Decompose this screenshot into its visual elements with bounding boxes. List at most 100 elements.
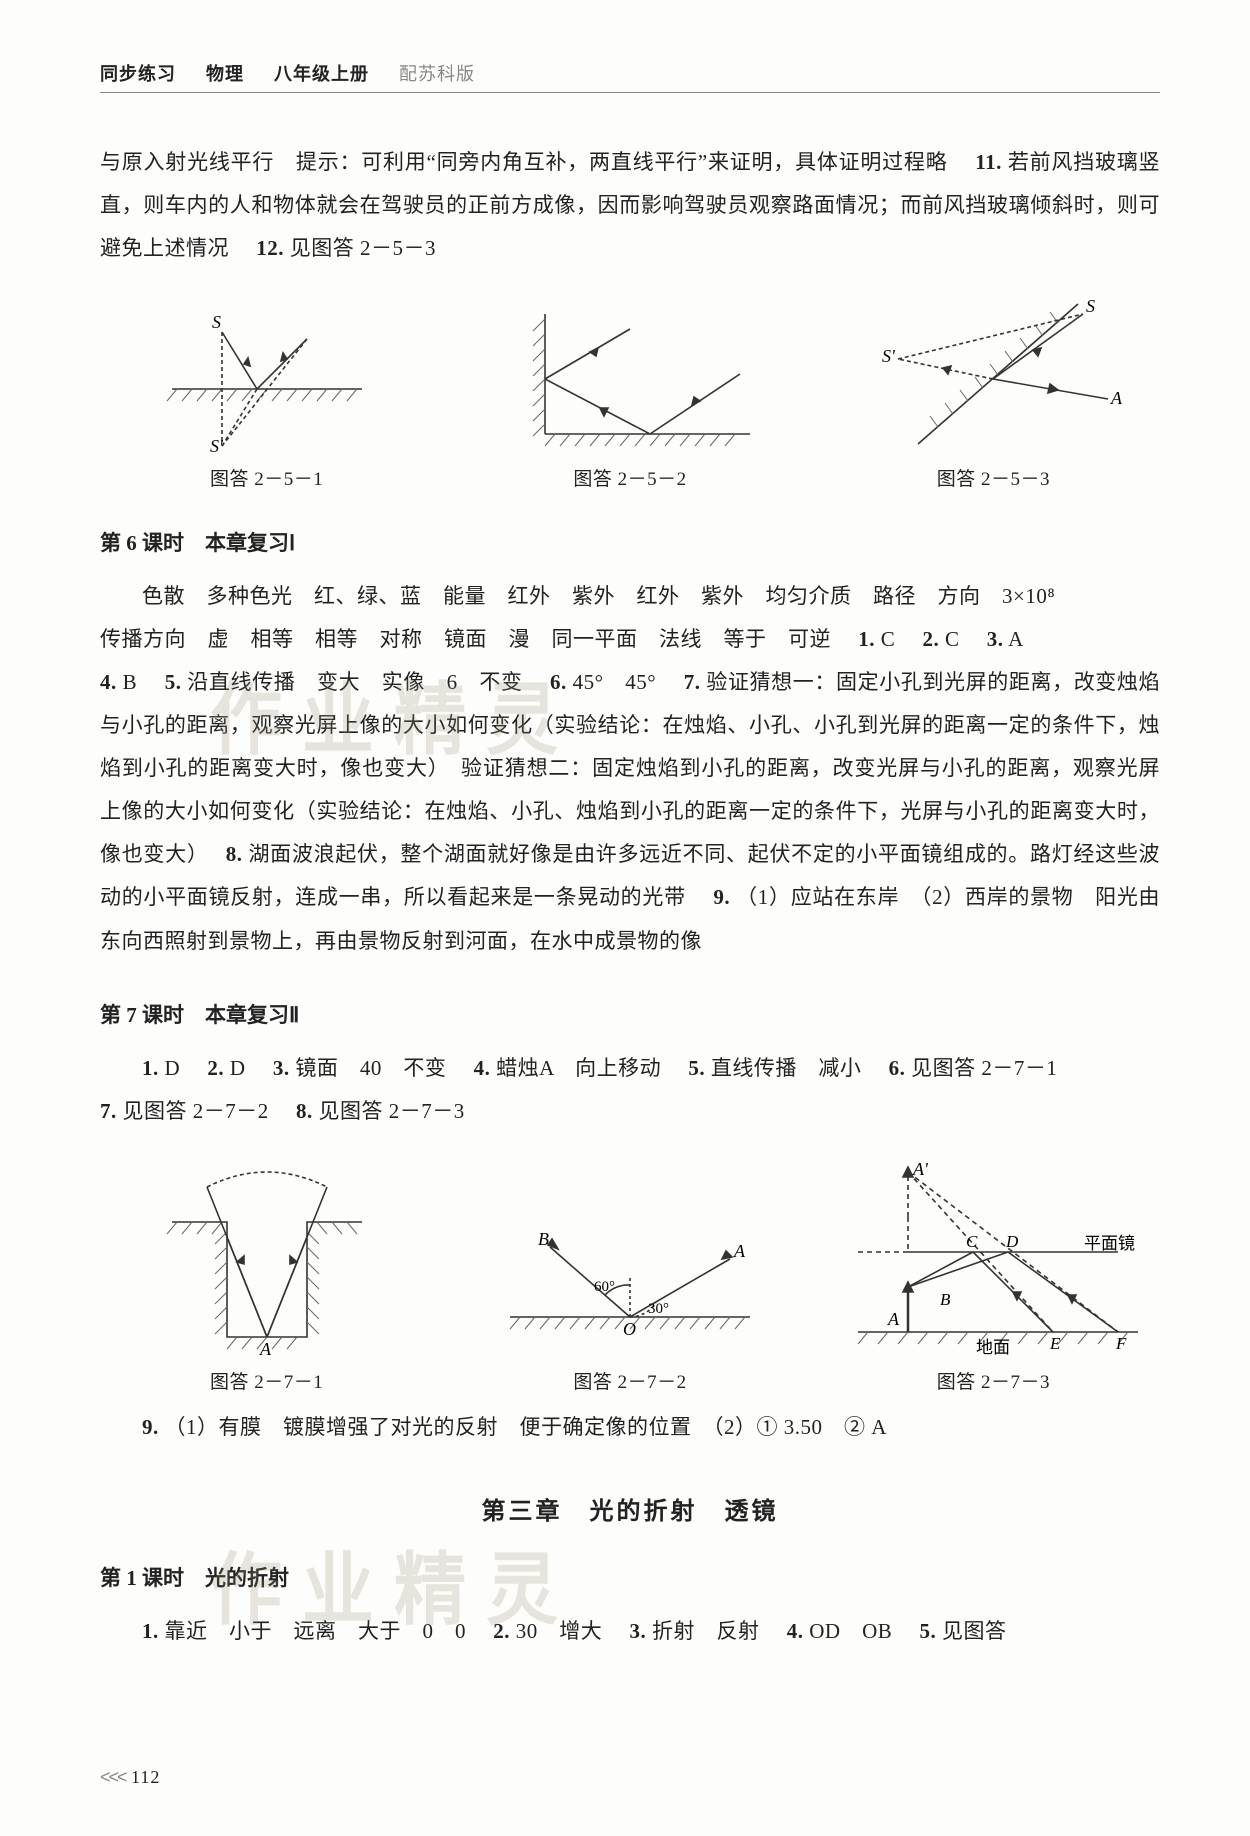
- q12-number: 12.: [256, 236, 284, 260]
- a6-6n: 6.: [550, 670, 567, 694]
- a6-4n: 4.: [100, 670, 117, 694]
- a7-1v: D: [159, 1056, 202, 1080]
- a6-1v: C: [875, 627, 917, 651]
- a31-3n: 3.: [630, 1619, 647, 1643]
- label-B-272: B: [538, 1229, 549, 1249]
- para1-t1: 与原入射光线平行 提示：可利用“同旁内角互补，两直线平行”来证明，具体证明过程略: [100, 150, 969, 174]
- a7-2v: D: [224, 1056, 267, 1080]
- label-30-272: 30°: [648, 1301, 669, 1317]
- label-E-273: E: [1049, 1334, 1061, 1353]
- a7-3v: 镜面 40 不变: [290, 1056, 468, 1080]
- figure-253: S S' A 图答 2－5－3: [827, 294, 1160, 491]
- section-7-title: 第 7 课时 本章复习Ⅱ: [100, 999, 1160, 1029]
- figcap-253: 图答 2－5－3: [827, 464, 1160, 491]
- label-Sp-253: S': [882, 346, 896, 366]
- a7-3n: 3.: [273, 1056, 290, 1080]
- figure-252: 图答 2－5－2: [463, 304, 796, 491]
- a6-3v: A: [1004, 627, 1024, 651]
- arrows-icon: <<<: [100, 1767, 126, 1787]
- a31-4n: 4.: [787, 1619, 804, 1643]
- label-A-272: A: [733, 1241, 746, 1261]
- a7-4v: 蜡烛A 向上移动: [490, 1056, 682, 1080]
- figure-272: B A O 60° 30° 图答 2－7－2: [463, 1207, 796, 1394]
- para-31: 1. 靠近 小于 远离 大于 0 0 2. 30 增大 3. 折射 反射 4. …: [100, 1610, 1160, 1653]
- section-31-title: 第 1 课时 光的折射: [100, 1562, 1160, 1592]
- a7-5n: 5.: [688, 1056, 705, 1080]
- para6b-pre: 传播方向 虚 相等 相等 对称 镜面 漫 同一平面 法线 等于 可逆: [100, 627, 853, 651]
- a7-5v: 直线传播 减小: [705, 1056, 883, 1080]
- para-7a: 1. D 2. D 3. 镜面 40 不变 4. 蜡烛A 向上移动 5. 直线传…: [100, 1047, 1160, 1090]
- label-O-272: O: [623, 1319, 636, 1339]
- header-text-4: 配苏科版: [399, 64, 475, 84]
- a9-n: 9.: [142, 1415, 159, 1439]
- label-F-273: F: [1115, 1334, 1127, 1353]
- a6-7v: 验证猜想一：固定小孔到光屏的距离，改变烛焰与小孔的距离，观察光屏上像的大小如何变…: [100, 670, 1160, 866]
- a6-9n: 9.: [713, 885, 730, 909]
- a7-6n: 6.: [889, 1056, 906, 1080]
- label-A-253: A: [1110, 388, 1123, 408]
- a31-3v: 折射 反射: [646, 1619, 781, 1643]
- a31-4v: OD OB: [804, 1619, 914, 1643]
- figure-row-25: S S' 图答 2－5－1 图答 2－5: [100, 294, 1160, 491]
- a7-1n: 1.: [142, 1056, 159, 1080]
- header-text-3: 八年级上册: [274, 64, 369, 84]
- a6-3n: 3.: [987, 627, 1004, 651]
- figure-273: A A' B C D E F 平面镜 地面 图答 2－7－3: [827, 1157, 1160, 1394]
- a31-2n: 2.: [493, 1619, 510, 1643]
- a6-2v: C: [939, 627, 981, 651]
- header-rule: [100, 92, 1160, 93]
- label-A-271: A: [259, 1339, 272, 1357]
- a7-7n: 7.: [100, 1099, 117, 1123]
- a7-8n: 8.: [296, 1099, 313, 1123]
- a6-5v: 沿直线传播 变大 实像 6 不变: [181, 670, 544, 694]
- label-60-272: 60°: [594, 1279, 615, 1295]
- figcap-271: 图答 2－7－1: [100, 1367, 433, 1394]
- label-Sp: S': [210, 436, 224, 454]
- a9-v: （1）有膜 镀膜增强了对光的反射 便于确定像的位置 （2）① 3.50 ② A: [159, 1415, 887, 1439]
- label-ground-273: 地面: [976, 1338, 1010, 1357]
- a6-2n: 2.: [923, 627, 940, 651]
- chapter-3-title: 第三章 光的折射 透镜: [100, 1491, 1160, 1526]
- a31-5v: 见图答: [936, 1619, 1006, 1643]
- para-6b: 传播方向 虚 相等 相等 对称 镜面 漫 同一平面 法线 等于 可逆 1. C …: [100, 618, 1160, 661]
- a7-6v: 见图答 2－7－1: [905, 1056, 1057, 1080]
- a7-2n: 2.: [207, 1056, 224, 1080]
- para-9: 9. （1）有膜 镀膜增强了对光的反射 便于确定像的位置 （2）① 3.50 ②…: [100, 1406, 1160, 1449]
- para-7b: 7. 见图答 2－7－2 8. 见图答 2－7－3: [100, 1090, 1160, 1133]
- label-B-273: B: [940, 1290, 951, 1309]
- page-number: 112: [131, 1767, 160, 1787]
- page-footer: <<< 112: [100, 1767, 160, 1788]
- section-6-title: 第 6 课时 本章复习Ⅰ: [100, 527, 1160, 557]
- a31-1n: 1.: [142, 1619, 159, 1643]
- a31-1v: 靠近 小于 远离 大于 0 0: [159, 1619, 488, 1643]
- para-6c: 4. B 5. 沿直线传播 变大 实像 6 不变 6. 45° 45° 7. 验…: [100, 661, 1160, 962]
- header-text-1: 同步练习: [100, 64, 176, 84]
- a6-7n: 7.: [684, 670, 701, 694]
- label-D-273: D: [1005, 1232, 1019, 1251]
- a6-1n: 1.: [858, 627, 875, 651]
- header-text-2: 物理: [206, 64, 244, 84]
- figcap-272: 图答 2－7－2: [463, 1367, 796, 1394]
- para1-t3: 见图答 2－5－3: [290, 236, 436, 260]
- a6-5n: 5.: [165, 670, 182, 694]
- a31-5n: 5.: [920, 1619, 937, 1643]
- paragraph-1: 与原入射光线平行 提示：可利用“同旁内角互补，两直线平行”来证明，具体证明过程略…: [100, 141, 1160, 270]
- figure-271: A 图答 2－7－1: [100, 1167, 433, 1394]
- page-header: 同步练习 物理 八年级上册 配苏科版: [100, 60, 1160, 101]
- a6-6v: 45° 45°: [567, 670, 678, 694]
- label-A-273: A: [887, 1309, 900, 1329]
- para-6a: 色散 多种色光 红、绿、蓝 能量 红外 紫外 红外 紫外 均匀介质 路径 方向 …: [100, 575, 1160, 618]
- a31-2v: 30 增大: [510, 1619, 624, 1643]
- q11-number: 11.: [975, 150, 1002, 174]
- figure-251: S S' 图答 2－5－1: [100, 304, 433, 491]
- a6-8n: 8.: [226, 842, 243, 866]
- figcap-252: 图答 2－5－2: [463, 464, 796, 491]
- label-Ap-273: A': [912, 1159, 929, 1179]
- figcap-273: 图答 2－7－3: [827, 1367, 1160, 1394]
- label-mirror-273: 平面镜: [1084, 1234, 1135, 1253]
- label-S: S: [212, 312, 221, 332]
- a7-4n: 4.: [474, 1056, 491, 1080]
- a6-4v: B: [117, 670, 159, 694]
- figcap-251: 图答 2－5－1: [100, 464, 433, 491]
- figure-row-27: A 图答 2－7－1 B A O 60° 30°: [100, 1157, 1160, 1394]
